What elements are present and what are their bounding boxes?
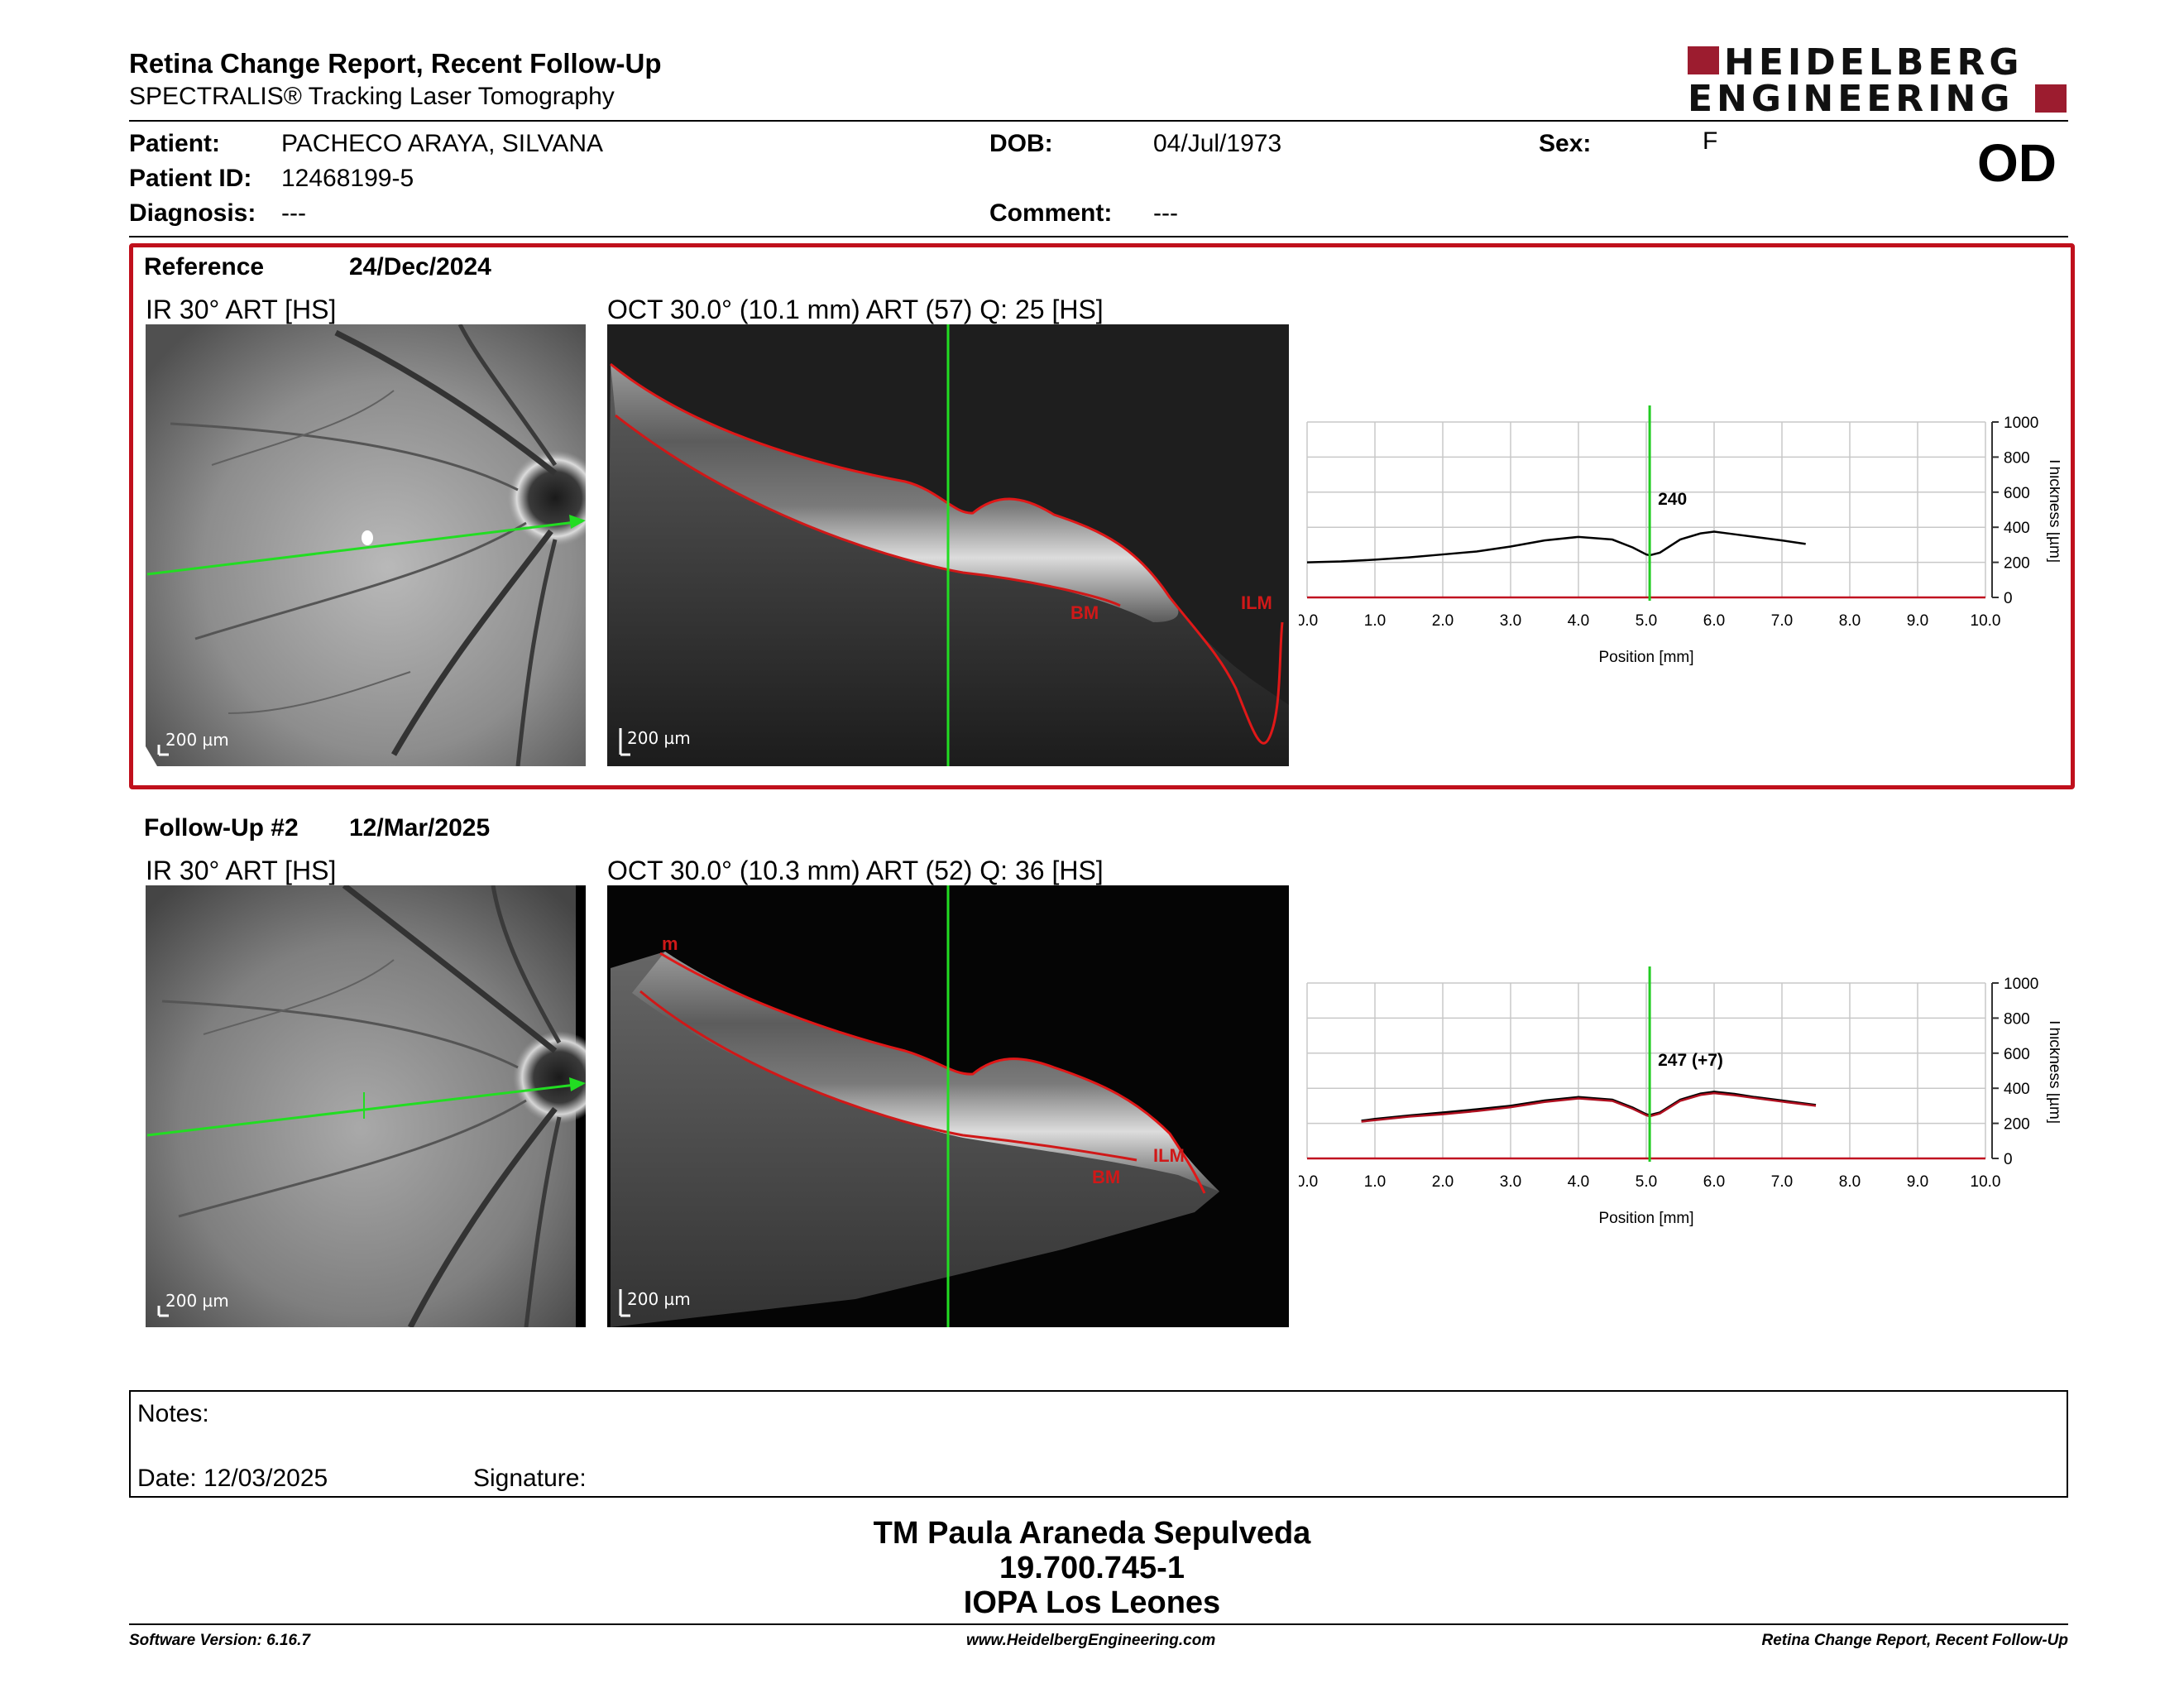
logo-square-bottom [2035, 84, 2067, 113]
y-tick-label: 800 [2004, 449, 2030, 467]
x-tick-label: 4.0 [1568, 612, 1589, 630]
followup-ir-scale: 200 µm [165, 1291, 229, 1311]
x-tick-label: 2.0 [1432, 612, 1454, 630]
followup-ilm-annotation: ILM [1153, 1145, 1185, 1166]
followup-oct-caption: OCT 30.0° (10.3 mm) ART (52) Q: 36 [HS] [607, 856, 1104, 885]
reference-ir-image: 200 µm [146, 324, 586, 766]
followup-ir-image: 200 µm [146, 885, 586, 1327]
report-subtitle: SPECTRALIS® Tracking Laser Tomography [129, 83, 615, 110]
patient-id-value: 12468199-5 [281, 165, 414, 192]
diagnosis-value: --- [281, 199, 306, 227]
footer-divider [129, 1623, 2068, 1625]
x-tick-label: 7.0 [1771, 1173, 1793, 1191]
x-tick-label: 10.0 [1971, 1173, 2001, 1191]
reference-date: 24/Dec/2024 [349, 253, 491, 281]
patient-label: Patient: [129, 130, 221, 157]
y-tick-label: 200 [2004, 555, 2030, 573]
x-tick-label: 0.0 [1299, 612, 1318, 630]
eye-label: OD [1977, 133, 2057, 193]
x-tick-label: 3.0 [1500, 612, 1521, 630]
reference-bm-annotation: BM [1070, 602, 1099, 623]
signer-id: 19.700.745-1 [999, 1551, 1185, 1585]
notes-label: Notes: [137, 1400, 209, 1427]
reference-ir-scale: 200 µm [165, 730, 229, 750]
x-tick-label: 1.0 [1364, 1173, 1386, 1191]
diagnosis-label: Diagnosis: [129, 199, 256, 227]
reference-oct-image: BM ILM 200 µm [607, 324, 1289, 766]
x-tick-label: 3.0 [1500, 1173, 1521, 1191]
x-tick-label: 5.0 [1636, 612, 1657, 630]
reference-thickness-chart: 0 200 400 600 800 1000 0.0 1.0 2.0 3.0 4.0 5.0 6.0 7.… [1299, 405, 2060, 666]
header-divider [129, 120, 2068, 122]
x-tick-label: 4.0 [1568, 1173, 1589, 1191]
sex-label: Sex: [1539, 130, 1592, 157]
logo-square-top [1688, 46, 1719, 74]
y-tick-label: 0 [2004, 1151, 2013, 1168]
marker-value-label: 247 (+7) [1658, 1051, 1723, 1070]
report-title: Retina Change Report, Recent Follow-Up [129, 48, 662, 79]
y-tick-label: 1000 [2004, 415, 2038, 432]
y-tick-label: 1000 [2004, 976, 2038, 993]
x-tick-label: 10.0 [1971, 612, 2001, 630]
patient-name: PACHECO ARAYA, SILVANA [281, 130, 604, 157]
followup-date: 12/Mar/2025 [349, 814, 491, 842]
x-tick-label: 6.0 [1703, 612, 1725, 630]
x-tick-label: 8.0 [1839, 612, 1861, 630]
y-axis-label: Thickness [µm] [2046, 457, 2060, 563]
comment-value: --- [1153, 199, 1178, 227]
followup-oct-scale: 200 µm [627, 1289, 691, 1309]
x-tick-label: 9.0 [1907, 612, 1928, 630]
dob-value: 04/Jul/1973 [1153, 130, 1282, 157]
reference-ir-caption: IR 30° ART [HS] [146, 295, 337, 324]
x-axis-label: Position [mm] [1598, 1210, 1693, 1227]
x-tick-label: 5.0 [1636, 1173, 1657, 1191]
patient-divider [129, 236, 2068, 237]
signer-institution: IOPA Los Leones [963, 1585, 1221, 1620]
x-tick-label: 0.0 [1299, 1173, 1318, 1191]
footer-software: Software Version: 6.16.7 [129, 1632, 310, 1649]
followup-bm-annotation: BM [1092, 1167, 1121, 1187]
reference-label: Reference [144, 253, 265, 281]
thickness-series-line-1 [1361, 1091, 1817, 1123]
followup-label: Follow-Up #2 [144, 814, 299, 842]
notes-date: Date: 12/03/2025 [137, 1465, 328, 1492]
marker-value-label: 240 [1658, 490, 1687, 509]
footer-report: Retina Change Report, Recent Follow-Up [1761, 1632, 2068, 1649]
heidelberg-logo: HEIDELBERG ENGINEERING [1688, 45, 2068, 119]
y-tick-label: 600 [2004, 485, 2030, 502]
signature-label: Signature: [473, 1465, 587, 1492]
y-tick-label: 0 [2004, 590, 2013, 607]
x-tick-label: 2.0 [1432, 1173, 1454, 1191]
followup-oct-image: m BM ILM 200 µm [607, 885, 1289, 1327]
x-axis-label: Position [mm] [1598, 649, 1693, 666]
signer-name: TM Paula Araneda Sepulveda [873, 1516, 1311, 1551]
reference-oct-caption: OCT 30.0° (10.1 mm) ART (57) Q: 25 [HS] [607, 295, 1104, 324]
y-tick-label: 800 [2004, 1010, 2030, 1028]
y-axis-label: Thickness [µm] [2046, 1018, 2060, 1124]
y-tick-label: 400 [2004, 520, 2030, 537]
followup-ir-caption: IR 30° ART [HS] [146, 856, 337, 885]
y-tick-label: 400 [2004, 1081, 2030, 1098]
footer-website[interactable]: www.HeidelbergEngineering.com [966, 1632, 1216, 1649]
x-tick-label: 1.0 [1364, 612, 1386, 630]
logo-line2: ENGINEERING [1688, 78, 2014, 120]
x-tick-label: 7.0 [1771, 612, 1793, 630]
notes-box[interactable]: Notes: Date: 12/03/2025 Signature: [129, 1390, 2068, 1498]
reference-ilm-annotation: ILM [1241, 592, 1272, 613]
logo-line1: HEIDELBERG [1724, 41, 2024, 84]
followup-m-annotation: m [662, 933, 678, 954]
reference-panel [129, 243, 2075, 789]
followup-thickness-chart: 0 200 400 600 800 1000 0.0 1.0 2.0 3.0 4.0 5.0 6.0 7.… [1299, 966, 2060, 1227]
sex-value: F [1703, 127, 1718, 155]
patient-id-label: Patient ID: [129, 165, 252, 192]
x-tick-label: 9.0 [1907, 1173, 1928, 1191]
x-tick-label: 6.0 [1703, 1173, 1725, 1191]
y-tick-label: 600 [2004, 1046, 2030, 1063]
y-tick-label: 200 [2004, 1116, 2030, 1134]
dob-label: DOB: [989, 130, 1053, 157]
reference-oct-scale: 200 µm [627, 728, 691, 748]
x-tick-label: 8.0 [1839, 1173, 1861, 1191]
thickness-series-line-0 [1306, 530, 1806, 563]
comment-label: Comment: [989, 199, 1113, 227]
